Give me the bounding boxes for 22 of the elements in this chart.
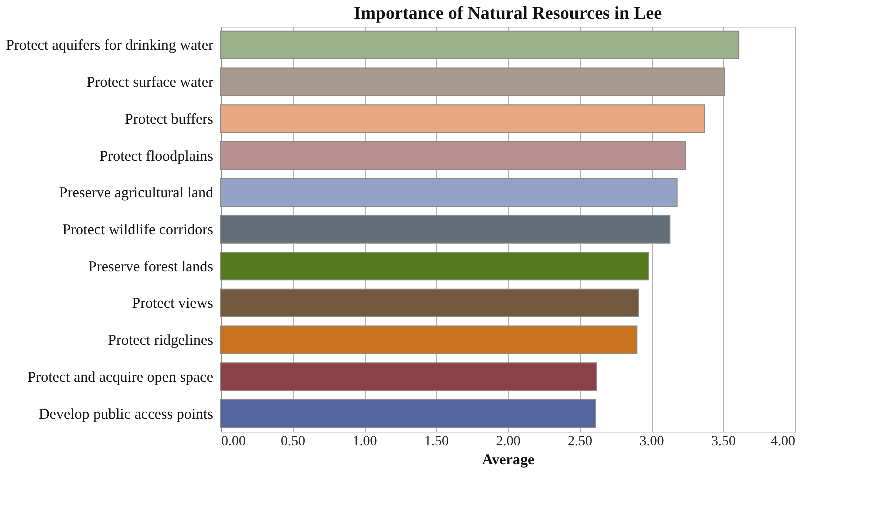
x-tick-label: 0.50 bbox=[281, 434, 306, 450]
x-axis-title: Average bbox=[482, 452, 535, 468]
y-tick-label: Protect wildlife corridors bbox=[62, 222, 214, 238]
y-tick-label: Protect aquifers for drinking water bbox=[6, 38, 214, 54]
y-tick-label: Protect buffers bbox=[125, 112, 214, 128]
x-tick-label: 0.00 bbox=[222, 434, 246, 450]
y-tick-label: Protect ridgelines bbox=[108, 333, 214, 350]
x-tick-label: 1.50 bbox=[424, 434, 449, 450]
y-tick-label: Protect and acquire open space bbox=[28, 370, 214, 386]
x-tick-label: 4.00 bbox=[771, 434, 796, 450]
y-tick-label: Protect floodplains bbox=[100, 148, 214, 165]
x-tick-label: 3.00 bbox=[640, 434, 664, 450]
y-tick-label: Develop public access points bbox=[38, 406, 214, 423]
x-tick-label: 1.00 bbox=[352, 434, 378, 450]
y-tick-label: Preserve forest lands bbox=[88, 259, 214, 276]
y-tick-label: Preserve agricultural land bbox=[59, 186, 214, 202]
x-tick-label: 3.50 bbox=[712, 434, 736, 450]
x-tick-label: 2.00 bbox=[496, 434, 521, 450]
x-tick-label: 2.50 bbox=[568, 434, 592, 450]
y-tick-label: Protect views bbox=[132, 296, 214, 312]
chart-title: Importance of Natural Resources in Lee bbox=[354, 3, 662, 23]
y-tick-label: Protect surface water bbox=[86, 75, 214, 92]
